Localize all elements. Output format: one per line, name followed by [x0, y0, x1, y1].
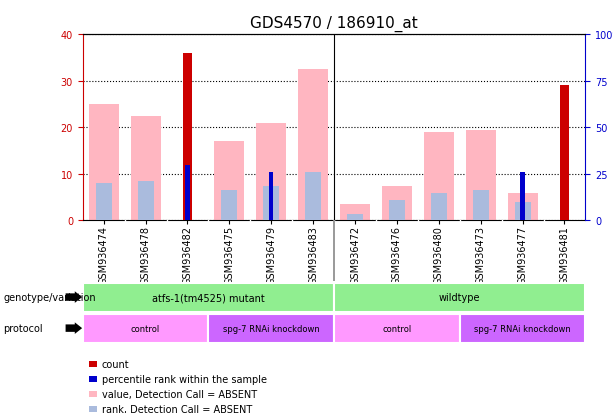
Text: spg-7 RNAi knockdown: spg-7 RNAi knockdown: [223, 324, 319, 333]
Bar: [560, 86, 569, 221]
Bar: [382, 186, 412, 221]
Bar: [83, 314, 208, 343]
Text: wildtype: wildtype: [439, 292, 481, 302]
Bar: [305, 172, 321, 221]
Text: GSM936476: GSM936476: [392, 226, 402, 285]
Bar: [208, 314, 334, 343]
Bar: [508, 193, 538, 221]
Text: GSM936477: GSM936477: [517, 226, 528, 285]
Bar: [460, 314, 585, 343]
Bar: [466, 131, 496, 221]
Bar: [89, 105, 119, 221]
Bar: [334, 283, 585, 312]
Text: GSM936479: GSM936479: [266, 226, 276, 285]
Bar: [515, 202, 530, 221]
Text: GSM936475: GSM936475: [224, 226, 234, 285]
Bar: [264, 186, 279, 221]
Text: GSM936478: GSM936478: [140, 226, 151, 285]
Bar: [269, 172, 273, 221]
Text: protocol: protocol: [3, 323, 43, 333]
Text: GSM936482: GSM936482: [183, 226, 192, 285]
Bar: [183, 54, 192, 221]
Bar: [340, 205, 370, 221]
Text: rank, Detection Call = ABSENT: rank, Detection Call = ABSENT: [102, 404, 252, 413]
Bar: [424, 133, 454, 221]
Bar: [138, 181, 153, 221]
Text: GSM936472: GSM936472: [350, 226, 360, 285]
Bar: [185, 165, 189, 221]
Bar: [334, 314, 460, 343]
Text: atfs-1(tm4525) mutant: atfs-1(tm4525) mutant: [152, 292, 265, 302]
Text: percentile rank within the sample: percentile rank within the sample: [102, 374, 267, 384]
Text: count: count: [102, 359, 129, 369]
Text: control: control: [131, 324, 160, 333]
Text: GSM936474: GSM936474: [99, 226, 109, 285]
Text: GSM936481: GSM936481: [560, 226, 569, 285]
Text: GSM936483: GSM936483: [308, 226, 318, 285]
Bar: [96, 184, 112, 221]
Text: GSM936480: GSM936480: [434, 226, 444, 285]
Title: GDS4570 / 186910_at: GDS4570 / 186910_at: [250, 16, 418, 32]
Text: GSM936473: GSM936473: [476, 226, 485, 285]
Text: control: control: [383, 324, 411, 333]
Text: value, Detection Call = ABSENT: value, Detection Call = ABSENT: [102, 389, 257, 399]
Bar: [215, 142, 245, 221]
Bar: [221, 191, 237, 221]
Bar: [256, 123, 286, 221]
Bar: [131, 116, 161, 221]
Bar: [473, 191, 489, 221]
Text: spg-7 RNAi knockdown: spg-7 RNAi knockdown: [474, 324, 571, 333]
Bar: [83, 283, 334, 312]
Bar: [298, 70, 328, 221]
Text: genotype/variation: genotype/variation: [3, 292, 96, 302]
Bar: [520, 172, 525, 221]
Bar: [347, 214, 363, 221]
Bar: [431, 193, 447, 221]
Bar: [389, 200, 405, 221]
